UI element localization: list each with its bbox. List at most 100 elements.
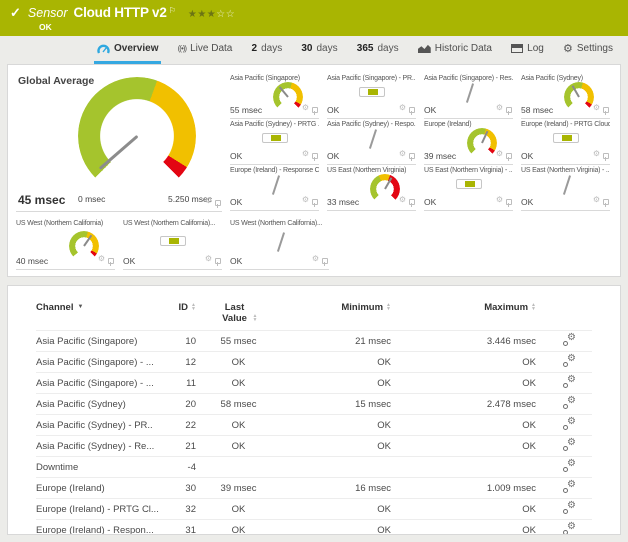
channel-gauge-bottom-row: US West (Northern California) 40 msec US… [16, 218, 329, 270]
pin-icon[interactable] [603, 199, 609, 207]
pin-icon[interactable] [108, 258, 114, 266]
channel-table-panel: Channel ID Last Value Minimum Maximum As… [7, 285, 621, 535]
channel-settings-icon[interactable] [563, 479, 576, 493]
channel-settings-icon[interactable] [563, 458, 576, 472]
gauge-scale-max: 5.250 msec [168, 194, 212, 204]
pin-icon[interactable] [312, 199, 318, 207]
channel-row[interactable]: Asia Pacific (Sydney) - Re... 21 OK OK O… [36, 435, 592, 457]
channel-tile[interactable]: Europe (Ireland) 39 msec [424, 119, 513, 165]
pin-icon[interactable] [506, 199, 512, 207]
channel-settings-icon[interactable] [563, 437, 576, 451]
channel-tile[interactable]: US West (Northern California) 40 msec [16, 218, 115, 270]
channel-row[interactable]: Europe (Ireland) - Respon... 31 OK OK OK [36, 519, 592, 534]
channel-row[interactable]: Asia Pacific (Singapore) - ... 12 OK OK … [36, 351, 592, 373]
channel-tile[interactable]: Asia Pacific (Sydney) - Respo... OK [327, 119, 416, 165]
channel-row[interactable]: Asia Pacific (Sydney) 20 58 msec 15 msec… [36, 393, 592, 415]
channel-row[interactable]: Europe (Ireland) 30 39 msec 16 msec 1.00… [36, 477, 592, 499]
channel-tile[interactable]: Asia Pacific (Singapore) - Res... OK [424, 73, 513, 119]
status-indicator [358, 87, 385, 97]
gear-icon[interactable] [399, 143, 406, 161]
tab-30-days[interactable]: 30 days [301, 43, 338, 54]
gear-icon[interactable] [302, 143, 309, 161]
channel-tile[interactable]: Asia Pacific (Singapore) 55 msec [230, 73, 319, 119]
sort-icon [253, 314, 258, 322]
col-actions [536, 298, 592, 331]
tab-log[interactable]: Log [508, 36, 547, 64]
channel-tile[interactable]: Asia Pacific (Sydney) - PRTG ... OK [230, 119, 319, 165]
pin-icon[interactable] [215, 258, 221, 266]
gear-icon[interactable] [496, 97, 503, 115]
mini-gauge [370, 174, 400, 204]
tab-2-days[interactable]: 2 days [251, 43, 283, 54]
sort-icon [531, 303, 536, 311]
channel-settings-icon[interactable] [563, 521, 576, 534]
gear-icon[interactable] [205, 190, 212, 208]
channel-tile[interactable]: Asia Pacific (Sydney) 58 msec [521, 73, 610, 119]
channel-settings-icon[interactable] [563, 374, 576, 388]
gear-icon[interactable] [205, 248, 212, 266]
channel-row[interactable]: Asia Pacific (Sydney) - PR.. 22 OK OK OK [36, 414, 592, 436]
needle-indicator [276, 232, 285, 252]
gauge-value: 45 msec [18, 193, 66, 207]
gauges-panel: Global Average 0 msec 5.250 msec 45 msec… [7, 64, 621, 277]
pin-icon[interactable] [506, 153, 512, 161]
channel-row[interactable]: Downtime -4 [36, 456, 592, 478]
channel-tile[interactable]: US East (Northern Virginia) - ... OK [424, 165, 513, 211]
col-last-value[interactable]: Last Value [196, 298, 281, 331]
pin-icon[interactable] [312, 153, 318, 161]
sensor-status-bar: ✓ Sensor Cloud HTTP v2 ⚐ ★★★☆☆ OK [0, 0, 628, 36]
gear-icon[interactable] [399, 97, 406, 115]
channel-tile[interactable]: Asia Pacific (Singapore) - PR... OK [327, 73, 416, 119]
pin-icon[interactable] [215, 200, 221, 208]
channel-tile[interactable]: US West (Northern California)... OK [230, 218, 329, 270]
pin-icon[interactable] [409, 153, 415, 161]
pin-icon[interactable] [409, 107, 415, 115]
pin-icon[interactable] [603, 107, 609, 115]
gear-icon[interactable] [312, 248, 319, 266]
log-table-icon [511, 44, 524, 53]
channel-tile[interactable]: Europe (Ireland) - Response C... OK [230, 165, 319, 211]
channel-tile[interactable]: US East (Northern Virginia) - ... OK [521, 165, 610, 211]
channel-settings-icon[interactable] [563, 353, 576, 367]
pin-icon[interactable] [506, 107, 512, 115]
channel-row[interactable]: Asia Pacific (Singapore) - ... 11 OK OK … [36, 372, 592, 394]
tab-live-data[interactable]: Live Data [175, 36, 236, 64]
pin-icon[interactable] [409, 199, 415, 207]
pin-icon[interactable] [322, 258, 328, 266]
channel-row[interactable]: Asia Pacific (Singapore) 10 55 msec 21 m… [36, 330, 592, 352]
gear-icon[interactable] [98, 248, 105, 266]
gear-icon[interactable] [593, 97, 600, 115]
tab-365-days[interactable]: 365 days [356, 43, 399, 54]
channel-settings-icon[interactable] [563, 500, 576, 514]
flag-icon[interactable]: ⚐ [168, 6, 176, 15]
gear-icon[interactable] [496, 189, 503, 207]
pin-icon[interactable] [603, 153, 609, 161]
channel-settings-icon[interactable] [563, 416, 576, 430]
gear-icon[interactable] [496, 143, 503, 161]
global-average-tile[interactable]: Global Average 0 msec 5.250 msec 45 msec [16, 73, 222, 212]
channel-settings-icon[interactable] [563, 332, 576, 346]
channel-tile[interactable]: Europe (Ireland) - PRTG Cloud... OK [521, 119, 610, 165]
mini-gauge [467, 128, 497, 158]
gear-icon[interactable] [593, 143, 600, 161]
channel-tile[interactable]: US West (Northern California)... OK [123, 218, 222, 270]
gear-icon[interactable] [593, 189, 600, 207]
channel-gauge-grid: Asia Pacific (Singapore) 55 msec Asia Pa… [230, 73, 610, 211]
col-minimum[interactable]: Minimum [281, 298, 391, 331]
tab-historic-data[interactable]: Historic Data [415, 36, 495, 64]
col-maximum[interactable]: Maximum [391, 298, 536, 331]
pin-icon[interactable] [312, 107, 318, 115]
channel-tile[interactable]: US East (Northern Virginia) 33 msec [327, 165, 416, 211]
gear-icon[interactable] [302, 189, 309, 207]
gear-icon[interactable] [399, 189, 406, 207]
broadcast-icon [178, 44, 186, 53]
gear-icon[interactable] [302, 97, 309, 115]
needle-indicator [368, 129, 377, 149]
col-id[interactable]: ID [166, 298, 196, 331]
channel-settings-icon[interactable] [563, 395, 576, 409]
tab-overview[interactable]: Overview [94, 36, 162, 64]
tab-settings[interactable]: Settings [560, 36, 616, 64]
channel-row[interactable]: Europe (Ireland) - PRTG Cl... 32 OK OK O… [36, 498, 592, 520]
col-channel[interactable]: Channel [36, 298, 166, 331]
priority-stars[interactable]: ★★★☆☆ [187, 9, 236, 20]
